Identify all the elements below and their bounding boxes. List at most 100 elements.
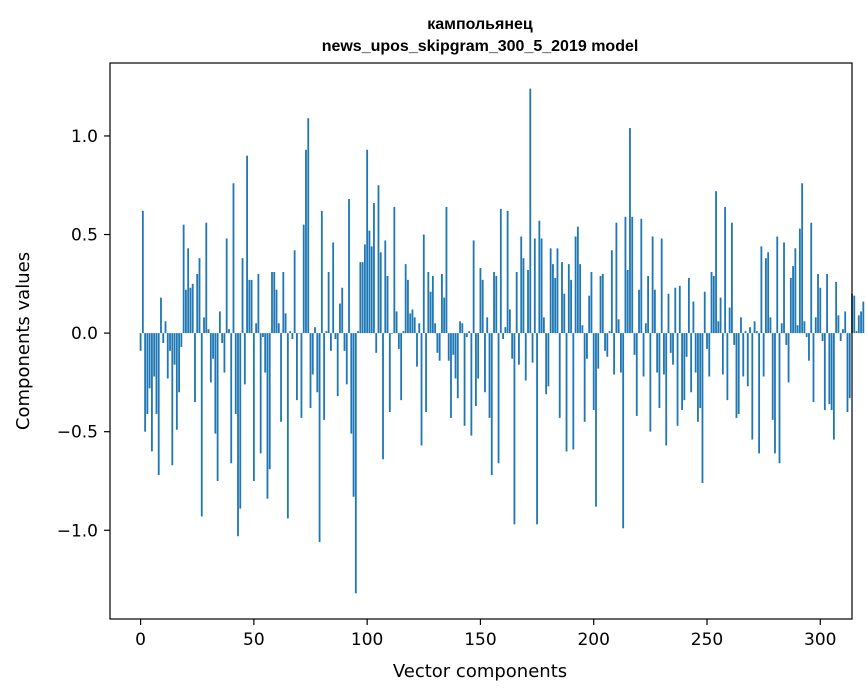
bar-50 <box>252 333 255 481</box>
bar-193 <box>576 226 579 334</box>
x-axis-label: Vector components <box>393 661 567 682</box>
bar-36 <box>221 333 224 343</box>
bar-243 <box>690 333 693 393</box>
bar-60 <box>275 289 278 334</box>
bar-231 <box>663 333 665 375</box>
bar-259 <box>726 333 729 401</box>
bar-173 <box>531 333 534 363</box>
bar-28 <box>203 317 205 334</box>
bar-59 <box>273 271 276 334</box>
bar-128 <box>429 291 432 334</box>
bar-144 <box>465 333 468 338</box>
bar-245 <box>694 333 697 373</box>
bar-127 <box>427 271 430 334</box>
bar-315 <box>853 295 856 334</box>
bar-219 <box>635 333 638 416</box>
bar-240 <box>683 333 686 401</box>
bar-299 <box>817 273 819 334</box>
bar-20 <box>184 289 187 334</box>
bar-301 <box>821 333 824 341</box>
bar-176 <box>538 220 541 334</box>
bar-160 <box>502 333 504 340</box>
x-axis-ticks: 0 50 100 150 200 250 300 <box>135 619 837 650</box>
bar-130 <box>434 323 437 334</box>
bar-44 <box>239 333 242 509</box>
bar-34 <box>216 333 219 481</box>
bar-12 <box>166 333 169 379</box>
bar-101 <box>368 230 371 334</box>
bar-297 <box>812 333 815 403</box>
bar-208 <box>610 250 613 334</box>
bar-18 <box>180 333 183 347</box>
bar-200 <box>592 333 595 410</box>
bar-135 <box>445 206 448 334</box>
bar-289 <box>794 248 797 334</box>
bar-139 <box>454 333 457 379</box>
bar-94 <box>352 333 355 497</box>
bar-279 <box>771 333 774 420</box>
x-tick-label: 0 <box>135 630 146 650</box>
bar-275 <box>762 333 765 377</box>
bar-148 <box>475 333 477 407</box>
bar-287 <box>789 277 792 334</box>
bar-304 <box>828 333 831 405</box>
bar-201 <box>595 333 597 507</box>
bar-246 <box>697 333 699 422</box>
y-axis-ticks: −1.0 −0.5 0.0 0.5 1.0 <box>57 127 110 541</box>
bar-198 <box>588 295 591 334</box>
bar-32 <box>212 333 214 359</box>
bar-108 <box>384 240 387 334</box>
bar-296 <box>810 222 813 334</box>
bar-141 <box>459 321 461 334</box>
bar-256 <box>719 297 722 334</box>
x-tick-label: 150 <box>464 630 496 650</box>
bar-220 <box>638 289 640 334</box>
bar-232 <box>665 333 668 446</box>
bar-143 <box>463 333 466 426</box>
bar-112 <box>393 206 396 334</box>
bar-146 <box>470 333 473 436</box>
bar-167 <box>518 333 520 365</box>
bar-87 <box>336 333 339 397</box>
bar-30 <box>207 329 210 334</box>
bar-194 <box>579 264 582 334</box>
bar-307 <box>835 281 838 334</box>
bar-280 <box>774 333 776 454</box>
bar-204 <box>601 273 604 334</box>
x-tick-label: 100 <box>351 630 383 650</box>
bar-104 <box>375 333 378 353</box>
bar-153 <box>486 317 489 334</box>
bar-158 <box>497 333 500 464</box>
bar-186 <box>561 262 563 334</box>
bar-22 <box>189 287 192 334</box>
bar-295 <box>808 333 810 361</box>
bar-271 <box>753 321 756 334</box>
bar-235 <box>672 333 674 365</box>
y-tick-label: −1.0 <box>57 521 98 541</box>
x-tick-label: 250 <box>691 630 723 650</box>
bar-1 <box>141 210 144 334</box>
bar-9 <box>160 297 162 334</box>
bar-169 <box>522 258 525 334</box>
bar-192 <box>574 236 577 334</box>
bar-77 <box>314 327 316 334</box>
bar-147 <box>472 240 475 334</box>
bar-218 <box>633 333 636 355</box>
bar-252 <box>710 271 713 334</box>
bar-137 <box>450 333 452 418</box>
bar-308 <box>837 315 840 334</box>
bar-300 <box>819 287 822 334</box>
x-tick-label: 50 <box>243 630 265 650</box>
bar-129 <box>431 275 434 334</box>
bar-261 <box>731 222 733 334</box>
bar-250 <box>706 333 708 349</box>
bar-7 <box>155 333 158 414</box>
bar-93 <box>350 333 353 434</box>
bar-99 <box>363 244 366 334</box>
bar-205 <box>604 333 606 351</box>
bar-116 <box>402 331 405 334</box>
bar-42 <box>234 333 237 414</box>
bar-75 <box>309 333 312 409</box>
bar-258 <box>724 206 727 334</box>
